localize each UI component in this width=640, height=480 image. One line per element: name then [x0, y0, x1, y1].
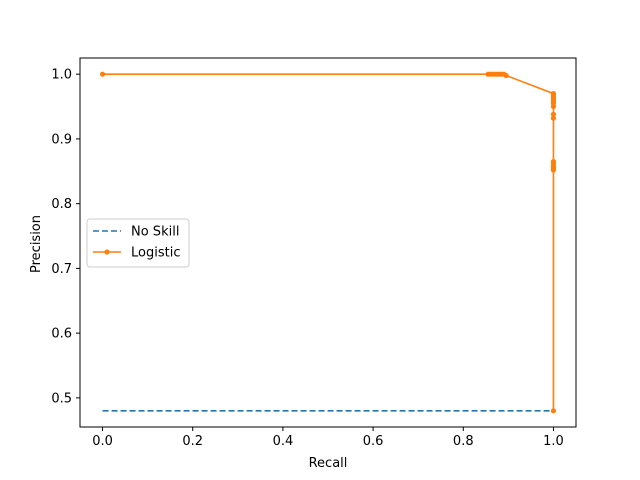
y-tick-label: 0.9 [51, 132, 72, 147]
plot-area [99, 71, 557, 414]
data-point [503, 72, 509, 79]
data-point [550, 103, 557, 110]
x-tick-label: 0.6 [363, 434, 384, 449]
y-tick-label: 0.6 [51, 327, 72, 342]
x-tick-label: 0.4 [273, 434, 294, 449]
y-tick-label: 0.8 [51, 197, 72, 212]
data-point [550, 408, 557, 414]
y-tick-label: 1.0 [51, 68, 72, 83]
data-point [99, 71, 106, 77]
x-tick-label: 0.2 [182, 434, 203, 449]
x-tick-label: 1.0 [543, 434, 564, 449]
data-point [550, 111, 557, 117]
x-axis-label: Recall [309, 456, 348, 471]
data-point [550, 115, 557, 121]
legend: No Skill Logistic [86, 218, 190, 268]
legend-label: Logistic [131, 246, 180, 261]
x-tick-label: 0.0 [92, 434, 113, 449]
data-point [550, 167, 557, 173]
x-tick-label: 0.8 [453, 434, 474, 449]
legend-label: No Skill [131, 225, 179, 240]
y-tick-label: 0.7 [51, 262, 72, 277]
y-axis-label: Precision [29, 215, 44, 273]
x-axis-ticks: 0.0 0.2 0.4 0.6 0.8 1.0 [92, 427, 564, 449]
y-axis-ticks: 0.5 0.6 0.7 0.8 0.9 1.0 [51, 68, 80, 406]
axes-frame [79, 57, 577, 428]
y-tick-label: 0.5 [51, 391, 72, 406]
legend-marker [104, 249, 110, 255]
